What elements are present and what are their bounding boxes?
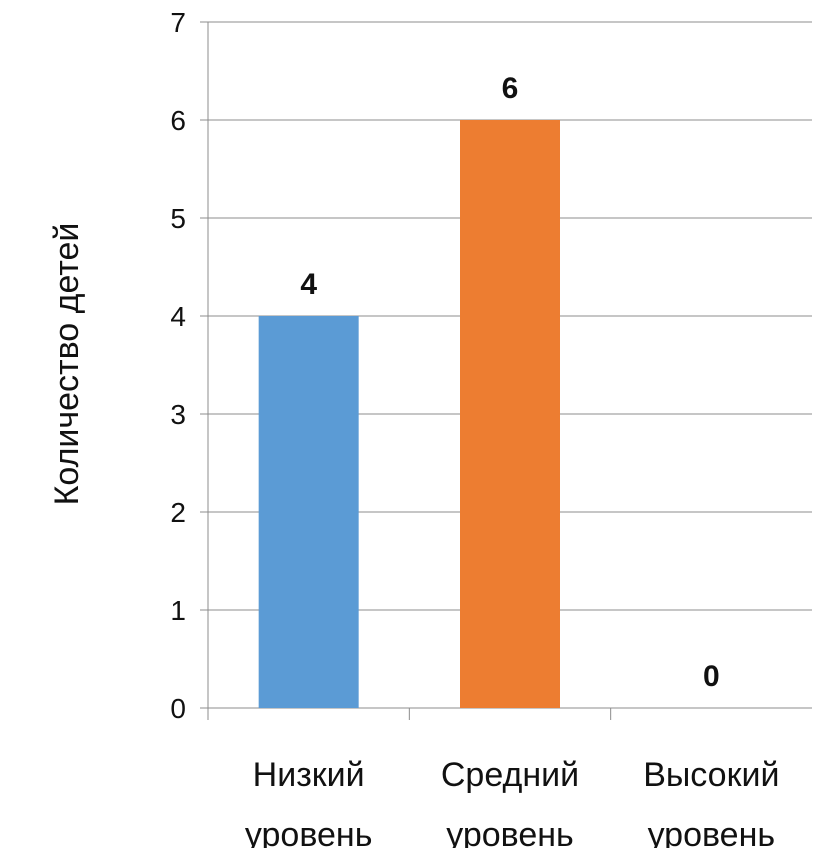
y-tick-label: 0: [170, 693, 186, 724]
bar: [258, 316, 359, 708]
x-category-label: уровень: [446, 816, 574, 848]
y-tick-label: 7: [170, 7, 186, 38]
x-category-label: Средний: [441, 756, 579, 794]
x-category-label: Низкий: [253, 756, 365, 794]
x-category-labels: Низкий уровень Средний уровень Высокий уровен…: [245, 756, 780, 853]
data-label: 6: [502, 72, 519, 105]
data-label: 0: [703, 660, 720, 693]
y-tick-label: 4: [170, 301, 186, 332]
bar: [460, 120, 560, 708]
y-tick-label: 2: [170, 497, 186, 528]
y-tick-label: 6: [170, 105, 186, 136]
x-category-label: уровень: [245, 816, 373, 848]
bars: [258, 120, 560, 708]
y-tick-labels: 0 1 2 3 4 5 6 7: [170, 7, 186, 724]
data-labels: 4 6 0: [300, 72, 719, 693]
data-label: 4: [300, 268, 317, 301]
y-tick-label: 3: [170, 399, 186, 430]
y-axis-title: Количество детей: [48, 223, 86, 506]
x-category-label: уровень: [648, 816, 776, 848]
x-category-label: Высокий: [643, 756, 779, 794]
y-tick-label: 1: [170, 595, 186, 626]
y-tick-label: 5: [170, 203, 186, 234]
